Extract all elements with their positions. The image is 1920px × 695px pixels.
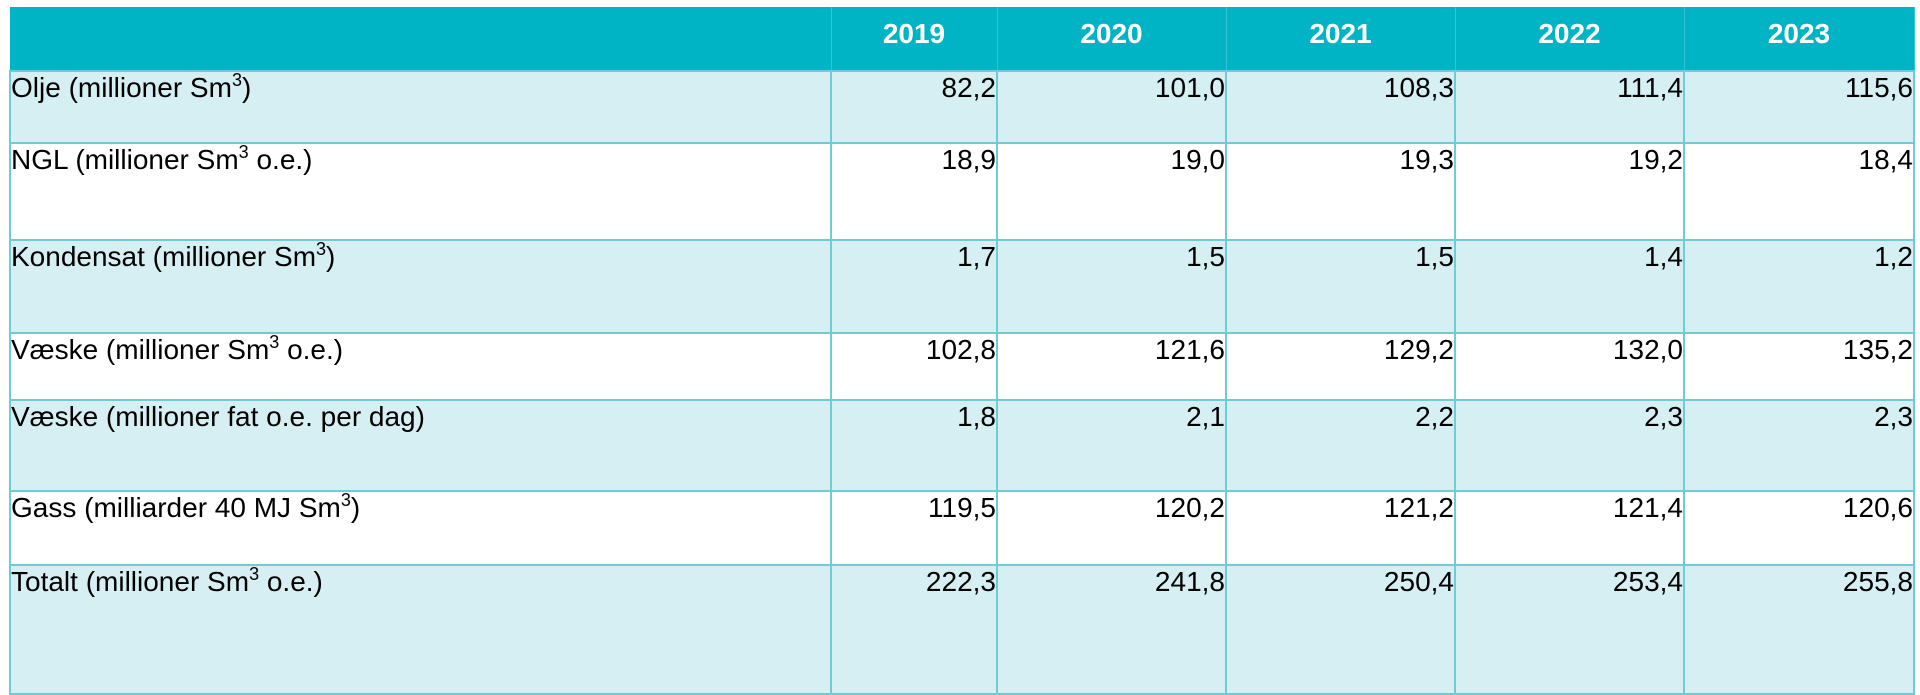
table-row: NGL (millioner Sm3 o.e.) 18,9 19,0 19,3 … [9, 142, 1915, 241]
row-label-suffix: ) [350, 492, 361, 523]
row-label-text: Olje (millioner Sm [11, 72, 232, 103]
table-cell: 255,8 [1683, 564, 1915, 695]
table-cell: 121,2 [1225, 490, 1456, 566]
header-cell-2019: 2019 [830, 7, 998, 72]
table-cell: 1,2 [1683, 239, 1915, 334]
table-row: Kondensat (millioner Sm3) 1,7 1,5 1,5 1,… [9, 239, 1915, 334]
table-row: Olje (millioner Sm3) 82,2 101,0 108,3 11… [9, 70, 1915, 144]
table-row: Væske (millioner fat o.e. per dag) 1,8 2… [9, 399, 1915, 492]
header-cell-2022: 2022 [1454, 7, 1685, 72]
table-cell: 121,4 [1454, 490, 1685, 566]
table-cell: 82,2 [830, 70, 998, 144]
row-label: Totalt (millioner Sm3 o.e.) [9, 564, 832, 695]
table-row: Væske (millioner Sm3 o.e.) 102,8 121,6 1… [9, 332, 1915, 401]
table-cell: 129,2 [1225, 332, 1456, 401]
row-label-sup: 3 [231, 70, 242, 90]
row-label-suffix: o.e.) [248, 144, 313, 175]
row-label-sup: 3 [249, 564, 260, 584]
table-cell: 2,3 [1454, 399, 1685, 492]
table-cell: 111,4 [1454, 70, 1685, 144]
row-label-text: Gass (milliarder 40 MJ Sm [11, 492, 341, 523]
table-cell: 1,7 [830, 239, 998, 334]
table-cell: 121,6 [996, 332, 1227, 401]
table-cell: 2,2 [1225, 399, 1456, 492]
table-cell: 222,3 [830, 564, 998, 695]
row-label-text: Væske (millioner Sm [11, 334, 270, 365]
table-row: Gass (milliarder 40 MJ Sm3) 119,5 120,2 … [9, 490, 1915, 566]
table-cell: 120,2 [996, 490, 1227, 566]
header-cell-2020: 2020 [996, 7, 1227, 72]
table-cell: 132,0 [1454, 332, 1685, 401]
row-label-sup: 3 [316, 239, 327, 259]
table-cell: 1,5 [1225, 239, 1456, 334]
row-label-text: Væske (millioner fat o.e. per dag) [11, 401, 425, 432]
table-cell: 102,8 [830, 332, 998, 401]
table-cell: 19,3 [1225, 142, 1456, 241]
table-cell: 1,4 [1454, 239, 1685, 334]
table-cell: 115,6 [1683, 70, 1915, 144]
row-label: Olje (millioner Sm3) [9, 70, 832, 144]
header-row: 2019 2020 2021 2022 2023 [10, 7, 1915, 72]
table-cell: 250,4 [1225, 564, 1456, 695]
row-label-sup: 3 [269, 332, 280, 352]
header-cell-label [10, 7, 832, 72]
table-cell: 135,2 [1683, 332, 1915, 401]
row-label-sup: 3 [238, 142, 249, 162]
row-label-text: Kondensat (millioner Sm [11, 241, 317, 272]
row-label-suffix: o.e.) [259, 566, 323, 597]
table-cell: 18,4 [1683, 142, 1915, 241]
row-label-suffix: ) [241, 72, 252, 103]
table-cell: 1,5 [996, 239, 1227, 334]
row-label: NGL (millioner Sm3 o.e.) [9, 142, 832, 241]
table-cell: 253,4 [1454, 564, 1685, 695]
table-cell: 2,3 [1683, 399, 1915, 492]
table-cell: 108,3 [1225, 70, 1456, 144]
row-label-suffix: ) [326, 241, 336, 272]
row-label: Gass (milliarder 40 MJ Sm3) [9, 490, 832, 566]
row-label-text: NGL (millioner Sm [11, 144, 239, 175]
table-cell: 120,6 [1683, 490, 1915, 566]
table-cell: 119,5 [830, 490, 998, 566]
header-cell-2021: 2021 [1225, 7, 1456, 72]
table-cell: 241,8 [996, 564, 1227, 695]
row-label: Væske (millioner Sm3 o.e.) [9, 332, 832, 401]
table-cell: 2,1 [996, 399, 1227, 492]
row-label: Kondensat (millioner Sm3) [9, 239, 832, 334]
table-cell: 101,0 [996, 70, 1227, 144]
table-cell: 19,2 [1454, 142, 1685, 241]
table-cell: 1,8 [830, 399, 998, 492]
row-label-sup: 3 [340, 490, 351, 510]
table-row: Totalt (millioner Sm3 o.e.) 222,3 241,8 … [9, 564, 1915, 695]
table-cell: 18,9 [830, 142, 998, 241]
row-label: Væske (millioner fat o.e. per dag) [9, 399, 832, 492]
header-cell-2023: 2023 [1683, 7, 1915, 72]
row-label-suffix: o.e.) [279, 334, 344, 365]
row-label-text: Totalt (millioner Sm [11, 566, 250, 597]
production-table: 2019 2020 2021 2022 2023 Olje (millioner… [9, 7, 1915, 695]
table-cell: 19,0 [996, 142, 1227, 241]
